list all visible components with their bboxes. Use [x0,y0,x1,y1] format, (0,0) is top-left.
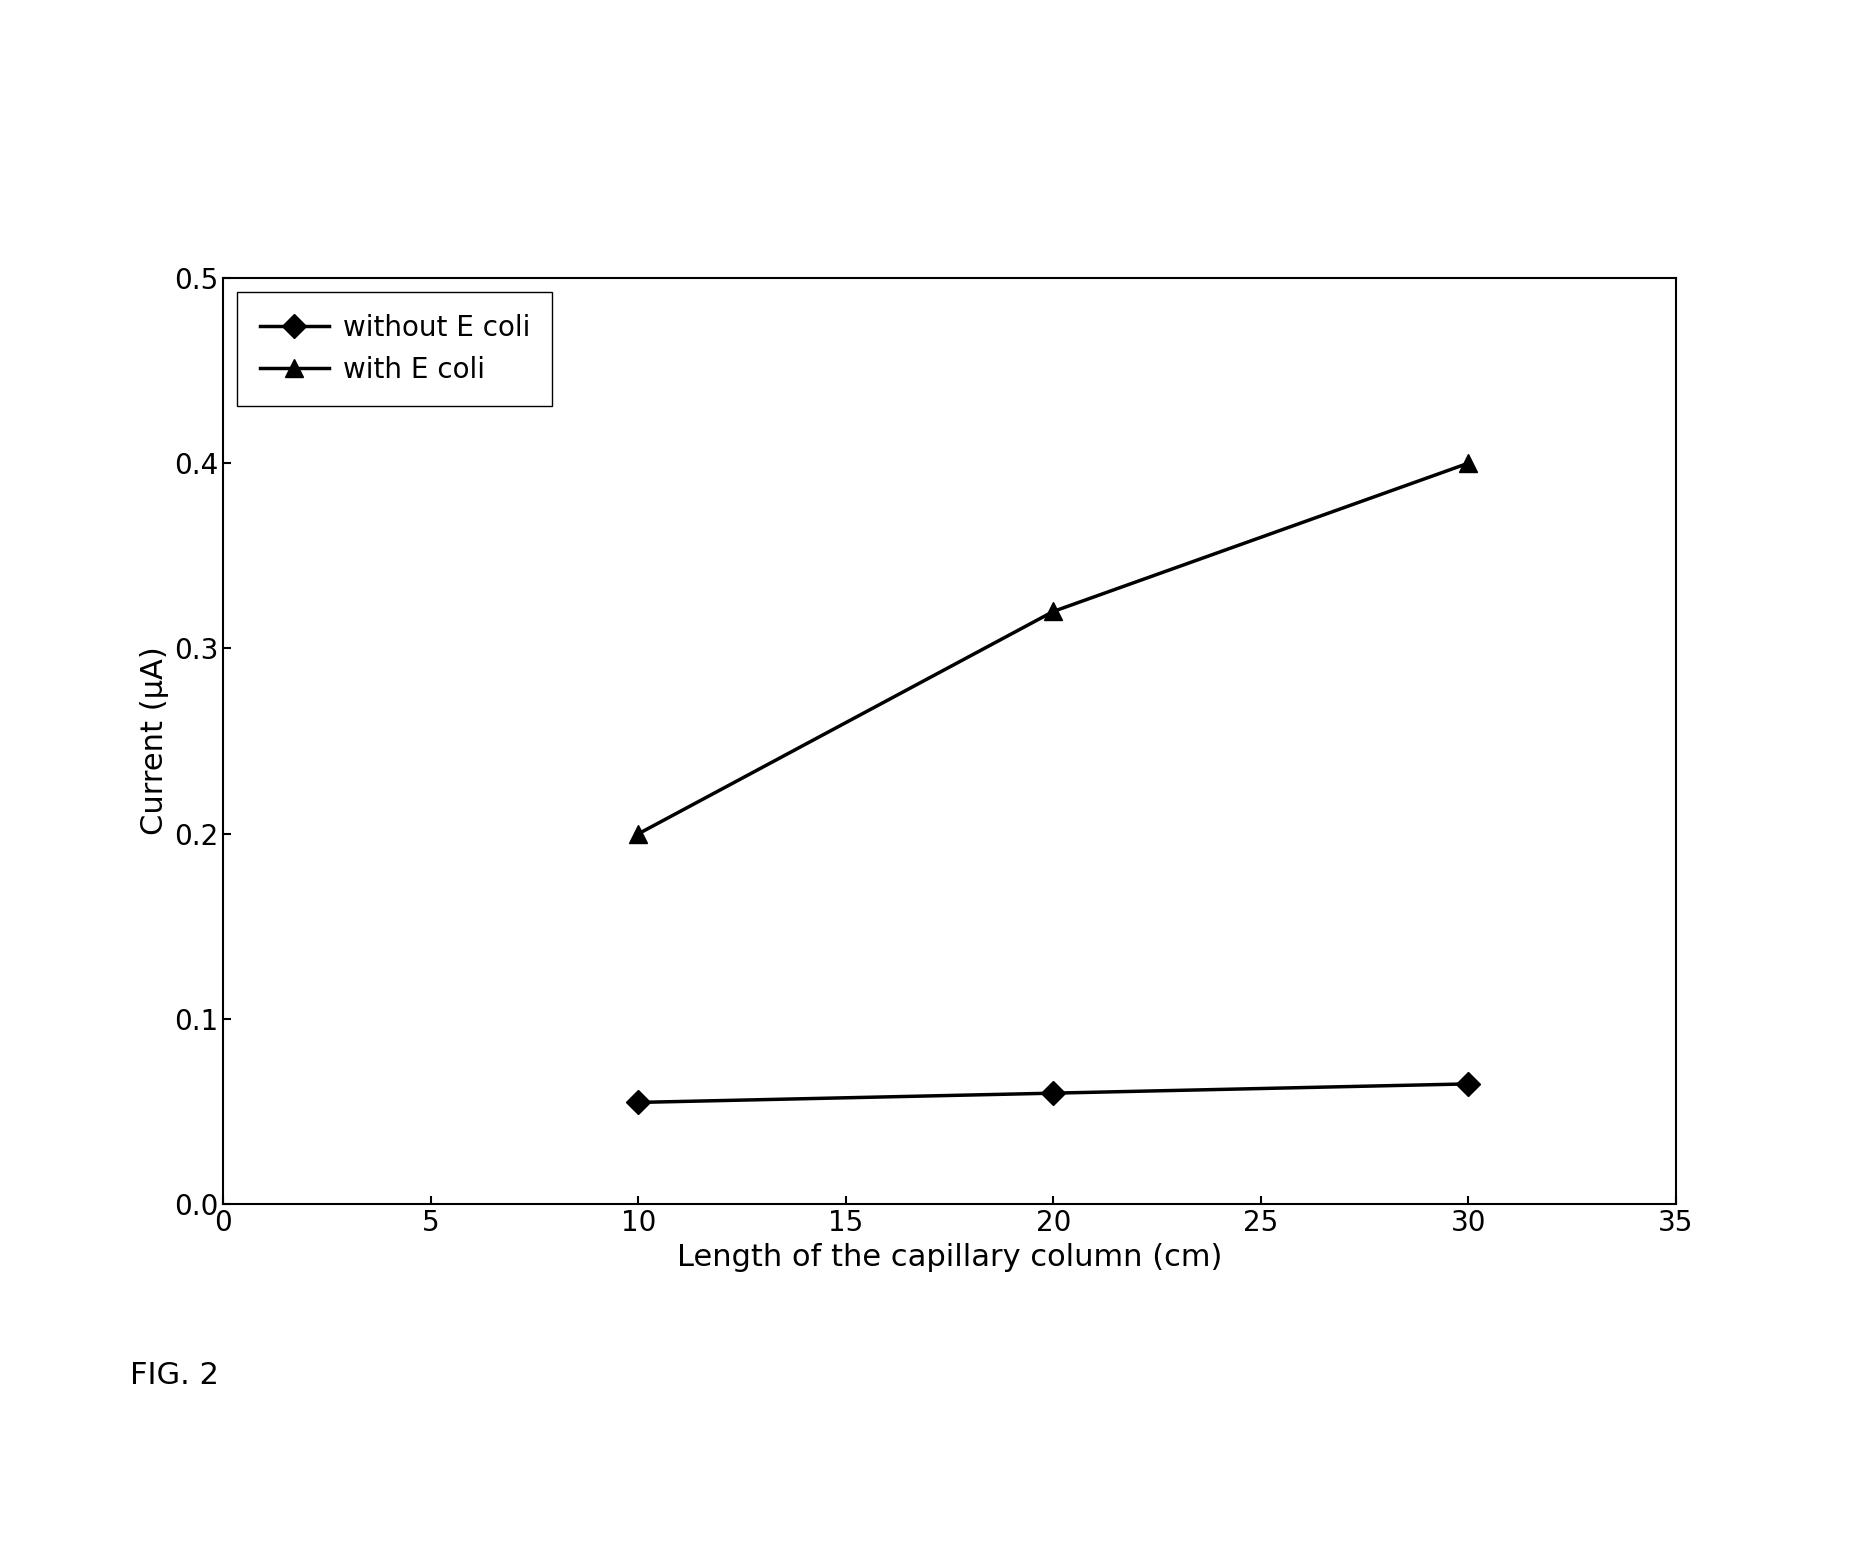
Text: FIG. 2: FIG. 2 [130,1360,220,1390]
with E coli [1043,602,1065,621]
without E coli [1458,1075,1480,1093]
without E coli [627,1093,650,1112]
without E coli [1043,1084,1065,1102]
X-axis label: Length of the capillary column (cm): Length of the capillary column (cm) [678,1243,1221,1272]
Line: with E coli: with E coli [629,454,1477,843]
Line: without E coli: without E coli [629,1076,1477,1110]
Y-axis label: Current (μA): Current (μA) [140,647,169,835]
with E coli [1458,454,1480,472]
with E coli [627,824,650,843]
Legend: without E coli, with E coli: without E coli, with E coli [236,292,553,406]
